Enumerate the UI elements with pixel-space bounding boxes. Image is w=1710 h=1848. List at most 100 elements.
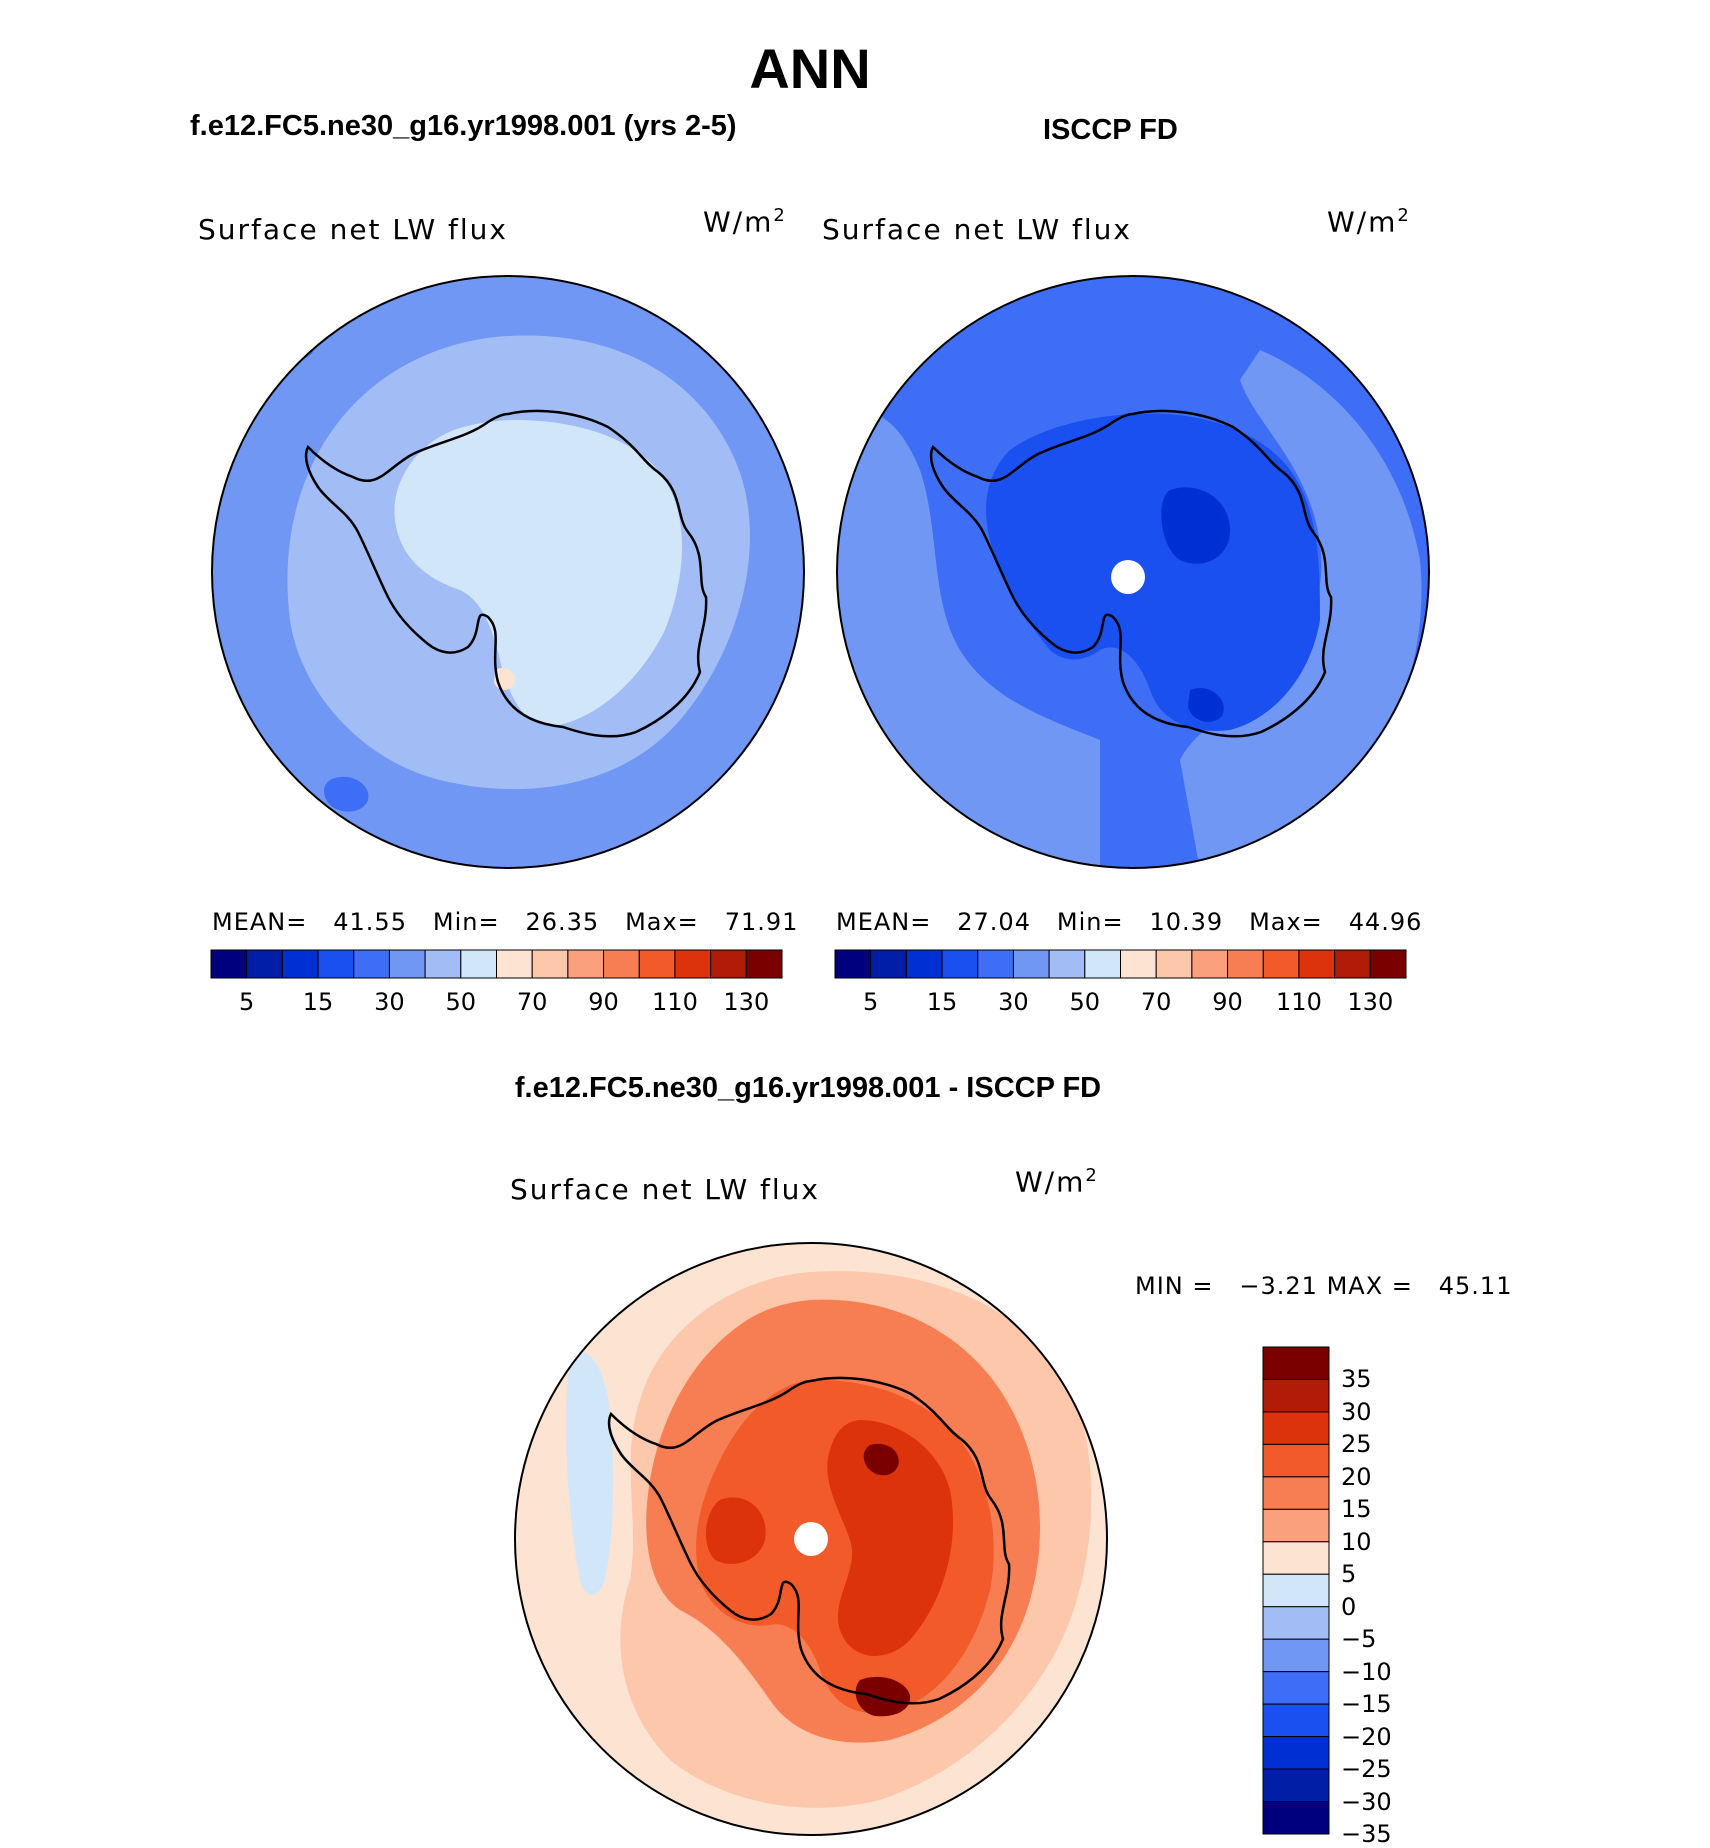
- obs-pole-hole: [1111, 560, 1145, 594]
- obs-map-deep: [1161, 487, 1230, 564]
- obs-colorbar-cell: [1334, 949, 1371, 979]
- model-map-patch: [324, 776, 369, 812]
- obs-colorbar-tick-label: 130: [1347, 988, 1394, 1016]
- obs-colorbar-cell: [977, 949, 1014, 979]
- diff-colorbar-cell: [1262, 1508, 1330, 1543]
- diff-colorbar-cell: [1262, 1476, 1330, 1510]
- diff-colorbar-cell: [1262, 1346, 1330, 1380]
- obs-map-outer: [1180, 350, 1422, 868]
- obs-colorbar-cell: [1191, 949, 1229, 979]
- model-colorbar-cell: [210, 949, 248, 979]
- obs-colorbar-cell: [1012, 949, 1050, 979]
- diff-colorbar-tick-label: 30: [1341, 1397, 1372, 1426]
- obs-colorbar-cell: [1120, 949, 1157, 979]
- diff-variable-label: Surface net LW flux: [510, 1173, 820, 1206]
- obs-colorbar-cell: [941, 949, 979, 979]
- diff-units-label: W/m2: [1015, 1165, 1099, 1199]
- obs-colorbar-cell: [1298, 949, 1336, 979]
- diff-colorbar-cell: [1262, 1411, 1330, 1445]
- diff-colorbar-tick-label: 0: [1341, 1592, 1357, 1621]
- diff-colorbar-tick-label: 20: [1341, 1462, 1372, 1491]
- diff-colorbar-tick-label: −5: [1341, 1625, 1377, 1654]
- obs-colorbar-tick-label: 50: [1069, 988, 1101, 1016]
- obs-colorbar-cell: [1262, 949, 1300, 979]
- diff-colorbar-tick-label: 35: [1341, 1365, 1372, 1394]
- model-colorbar: [210, 949, 783, 979]
- model-colorbar-cell: [638, 949, 676, 979]
- model-colorbar-cell: [567, 949, 605, 979]
- diff-colorbar-tick-label: −15: [1341, 1690, 1392, 1719]
- obs-units-label: W/m2: [1327, 205, 1411, 239]
- model-colorbar-tick-label: 50: [445, 988, 477, 1016]
- model-colorbar-cell: [424, 949, 462, 979]
- obs-colorbar-cell: [870, 949, 907, 979]
- diff-map-border: [514, 1242, 1108, 1836]
- diff-colorbar-cell: [1262, 1541, 1330, 1575]
- model-colorbar-cell: [353, 949, 390, 979]
- diff-colorbar-cell: [1262, 1573, 1330, 1608]
- model-colorbar-cell: [246, 949, 283, 979]
- diff-colorbar-tick-label: 15: [1341, 1495, 1372, 1524]
- diff-colorbar-cell: [1262, 1378, 1330, 1413]
- diff-panel-header: f.e12.FC5.ne30_g16.yr1998.001 - ISCCP FD: [514, 1072, 1102, 1104]
- model-colorbar-tick-label: 30: [374, 988, 405, 1016]
- model-colorbar-tick-label: 70: [516, 988, 548, 1016]
- diff-colorbar-cell: [1262, 1703, 1330, 1738]
- obs-colorbar-cell: [1227, 949, 1264, 979]
- diff-map-max: [855, 1676, 911, 1717]
- diff-map-negative: [565, 1352, 614, 1595]
- model-colorbar-tick-label: 5: [239, 988, 255, 1016]
- diff-stats: MIN = −3.21 MAX = 45.11: [1135, 1272, 1513, 1300]
- model-map-inner: [394, 420, 682, 726]
- model-colorbar-tick-label: 15: [302, 988, 334, 1016]
- diff-colorbar-tick-label: 10: [1341, 1527, 1372, 1556]
- model-colorbar-cell: [710, 949, 747, 979]
- obs-colorbar-tick-label: 30: [998, 988, 1029, 1016]
- diff-map-core: [827, 1420, 954, 1657]
- model-colorbar-cell: [460, 949, 497, 979]
- model-colorbar-cell: [388, 949, 426, 979]
- diff-pole-hole: [794, 1522, 828, 1556]
- obs-colorbar-cell: [1369, 949, 1407, 979]
- model-colorbar-tick-label: 130: [723, 988, 770, 1016]
- model-colorbar-cell: [531, 949, 569, 979]
- diff-map-max: [863, 1443, 899, 1476]
- obs-colorbar-cell: [905, 949, 943, 979]
- diff-colorbar-cell: [1262, 1736, 1330, 1770]
- obs-colorbar-tick-label: 15: [926, 988, 958, 1016]
- obs-colorbar-cell: [1048, 949, 1086, 979]
- model-map: [211, 275, 805, 869]
- diff-colorbar-cell: [1262, 1801, 1330, 1835]
- model-panel-header: f.e12.FC5.ne30_g16.yr1998.001 (yrs 2-5): [190, 110, 737, 142]
- model-map-border: [211, 275, 805, 869]
- obs-panel-header: ISCCP FD: [1043, 114, 1178, 146]
- diff-colorbar-cell: [1262, 1443, 1330, 1478]
- model-units-label: W/m2: [703, 205, 787, 239]
- obs-colorbar-tick-label: 90: [1212, 988, 1243, 1016]
- obs-colorbar-cell: [834, 949, 872, 979]
- diff-colorbar-cell: [1262, 1768, 1330, 1803]
- model-colorbar-tick-label: 90: [588, 988, 619, 1016]
- diff-colorbar-tick-label: 25: [1341, 1430, 1372, 1459]
- obs-colorbar-cell: [1155, 949, 1193, 979]
- model-colorbar-cell: [496, 949, 533, 979]
- obs-colorbar-tick-label: 5: [863, 988, 879, 1016]
- diff-colorbar-cell: [1262, 1638, 1330, 1673]
- diff-colorbar-tick-label: −35: [1341, 1820, 1392, 1848]
- figure-title: ANN: [749, 37, 871, 100]
- diff-colorbar-tick-label: −20: [1341, 1722, 1392, 1751]
- obs-variable-label: Surface net LW flux: [822, 213, 1132, 246]
- obs-colorbar-cell: [1084, 949, 1121, 979]
- diff-colorbar-tick-label: −25: [1341, 1755, 1392, 1784]
- diff-colorbar-tick-label: −30: [1341, 1787, 1392, 1816]
- obs-colorbar-tick-label: 110: [1276, 988, 1322, 1016]
- diff-colorbar: [1262, 1346, 1330, 1835]
- model-colorbar-cell: [603, 949, 640, 979]
- diff-colorbar-cell: [1262, 1606, 1330, 1640]
- model-colorbar-cell: [674, 949, 712, 979]
- obs-colorbar-tick-label: 70: [1140, 988, 1172, 1016]
- model-variable-label: Surface net LW flux: [198, 213, 508, 246]
- diff-map: [514, 1242, 1108, 1836]
- model-colorbar-cell: [281, 949, 319, 979]
